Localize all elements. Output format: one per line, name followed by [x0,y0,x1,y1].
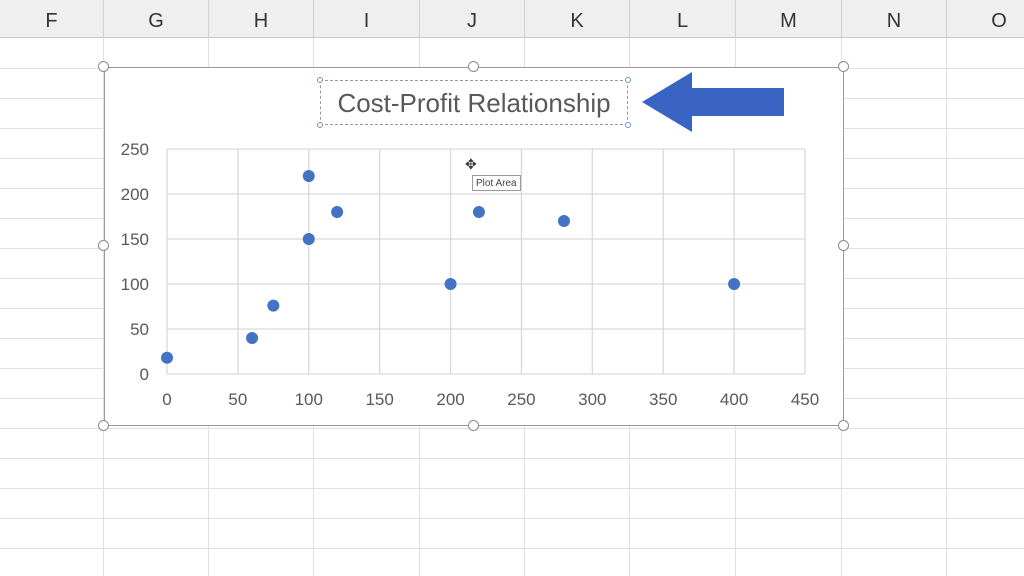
chart-resize-handle-bm[interactable] [468,420,479,431]
x-tick-label: 0 [162,390,171,409]
data-point [246,332,259,344]
title-resize-handle-tr[interactable] [625,77,631,83]
chart-resize-handle-bl[interactable] [98,420,109,431]
y-tick-label: 250 [121,140,149,159]
column-header-i[interactable]: I [314,0,420,38]
y-tick-label: 0 [140,365,149,384]
y-tick-label: 100 [121,275,149,294]
chart-resize-handle-br[interactable] [838,420,849,431]
grid-column-line [103,38,104,576]
column-header-o[interactable]: O [947,0,1024,38]
x-tick-label: 450 [791,390,819,409]
data-point [267,299,280,312]
title-resize-handle-br[interactable] [625,122,631,128]
chart-resize-handle-tr[interactable] [838,61,849,72]
data-point [444,278,457,290]
column-header-h[interactable]: H [209,0,314,38]
column-header-j[interactable]: J [420,0,525,38]
column-header-k[interactable]: K [525,0,630,38]
chart-resize-handle-mr[interactable] [838,240,849,251]
grid-row-line [0,458,1024,459]
grid-row-line [0,488,1024,489]
data-point [331,206,344,218]
title-resize-handle-tl[interactable] [317,77,323,83]
chart-title[interactable]: Cost-Profit Relationship [337,88,611,118]
x-tick-label: 350 [649,390,677,409]
data-point [302,170,315,182]
left-arrow-icon [642,72,784,132]
chart-resize-handle-ml[interactable] [98,240,109,251]
column-header-l[interactable]: L [630,0,736,38]
grid-row-line [0,428,1024,429]
y-tick-label: 50 [130,320,149,339]
y-tick-label: 150 [121,230,149,249]
data-point [472,206,485,218]
x-tick-label: 200 [436,390,464,409]
grid-row-line [0,548,1024,549]
column-header-f[interactable]: F [0,0,104,38]
chart-resize-handle-tl[interactable] [98,61,109,72]
title-resize-handle-bl[interactable] [317,122,323,128]
chart-resize-handle-tm[interactable] [468,61,479,72]
column-header-n[interactable]: N [842,0,947,38]
data-point [302,233,315,245]
x-tick-label: 250 [507,390,535,409]
data-point [161,351,173,364]
grid-column-line [946,38,947,576]
column-header-g[interactable]: G [104,0,209,38]
column-header-m[interactable]: M [736,0,842,38]
plot-area[interactable]: 0 50 100 150 200 250 300 350 400 450 0 50 100 150 200 2… [105,68,845,427]
grid-row-line [0,518,1024,519]
x-tick-label: 150 [365,390,393,409]
x-tick-label: 50 [228,390,247,409]
data-point [728,278,741,290]
move-cursor-icon: ✥ [465,156,477,172]
x-tick-label: 400 [720,390,748,409]
plot-area-tooltip: Plot Area [472,175,521,191]
x-tick-label: 300 [578,390,606,409]
chart-title-box[interactable]: Cost-Profit Relationship [317,77,631,128]
x-tick-label: 100 [295,390,323,409]
data-point [557,215,570,227]
y-tick-label: 200 [121,185,149,204]
